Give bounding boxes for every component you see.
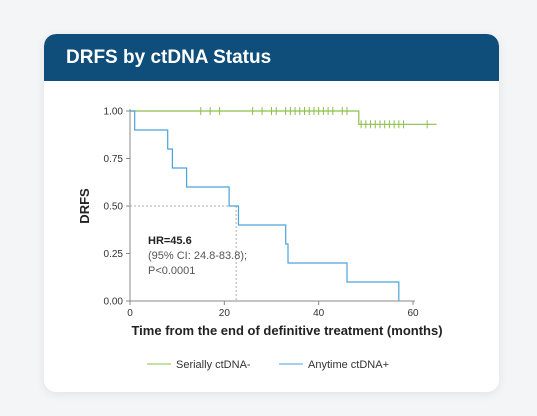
- legend-label-anytime-positive: Anytime ctDNA+: [308, 359, 389, 371]
- y-tick-label: 0.00: [104, 297, 124, 308]
- x-tick-label: 60: [407, 308, 419, 319]
- survival-curve-serially-ctdna: [130, 110, 437, 125]
- y-tick-label: 0.25: [104, 249, 124, 260]
- card-header: DRFS by ctDNA Status: [44, 34, 499, 81]
- series-serially-ctdna: [130, 107, 437, 129]
- x-axis-label: Time from the end of definitive treatmen…: [131, 323, 442, 338]
- legend-label-serially-negative: Serially ctDNA-: [176, 359, 251, 371]
- survival-curve-anytime-ctdna: [130, 110, 400, 301]
- series-anytime-ctdna: [130, 110, 400, 301]
- annotation-ci: (95% CI: 24.8-83.8);: [148, 250, 247, 262]
- y-tick-label: 0.50: [104, 202, 124, 213]
- annotation-hr: HR=45.6: [148, 235, 192, 247]
- hr-annotation: HR=45.6 (95% CI: 24.8-83.8); P<0.0001: [148, 235, 247, 277]
- chart-axes: 0.00 0.25 0.50 0.75 1.00 0 20 40 60: [104, 107, 419, 320]
- y-tick-label: 0.75: [104, 154, 124, 165]
- annotation-p: P<0.0001: [148, 265, 195, 277]
- y-axis-label: DRFS: [77, 188, 92, 224]
- card-title: DRFS by ctDNA Status: [66, 46, 272, 68]
- y-tick-label: 1.00: [104, 107, 124, 118]
- km-chart: 0.00 0.25 0.50 0.75 1.00 0 20 40 60 DRFS Time fr…: [77, 107, 443, 372]
- x-tick-label: 20: [219, 308, 231, 319]
- x-tick-label: 0: [127, 308, 133, 319]
- chart-card: DRFS by ctDNA Status 0.00 0.25 0.50 0.75 1.0…: [44, 34, 499, 392]
- legend: Serially ctDNA- Anytime ctDNA+: [147, 359, 389, 371]
- chart-series: [130, 107, 437, 301]
- median-guides: [130, 205, 237, 301]
- x-tick-label: 40: [313, 308, 325, 319]
